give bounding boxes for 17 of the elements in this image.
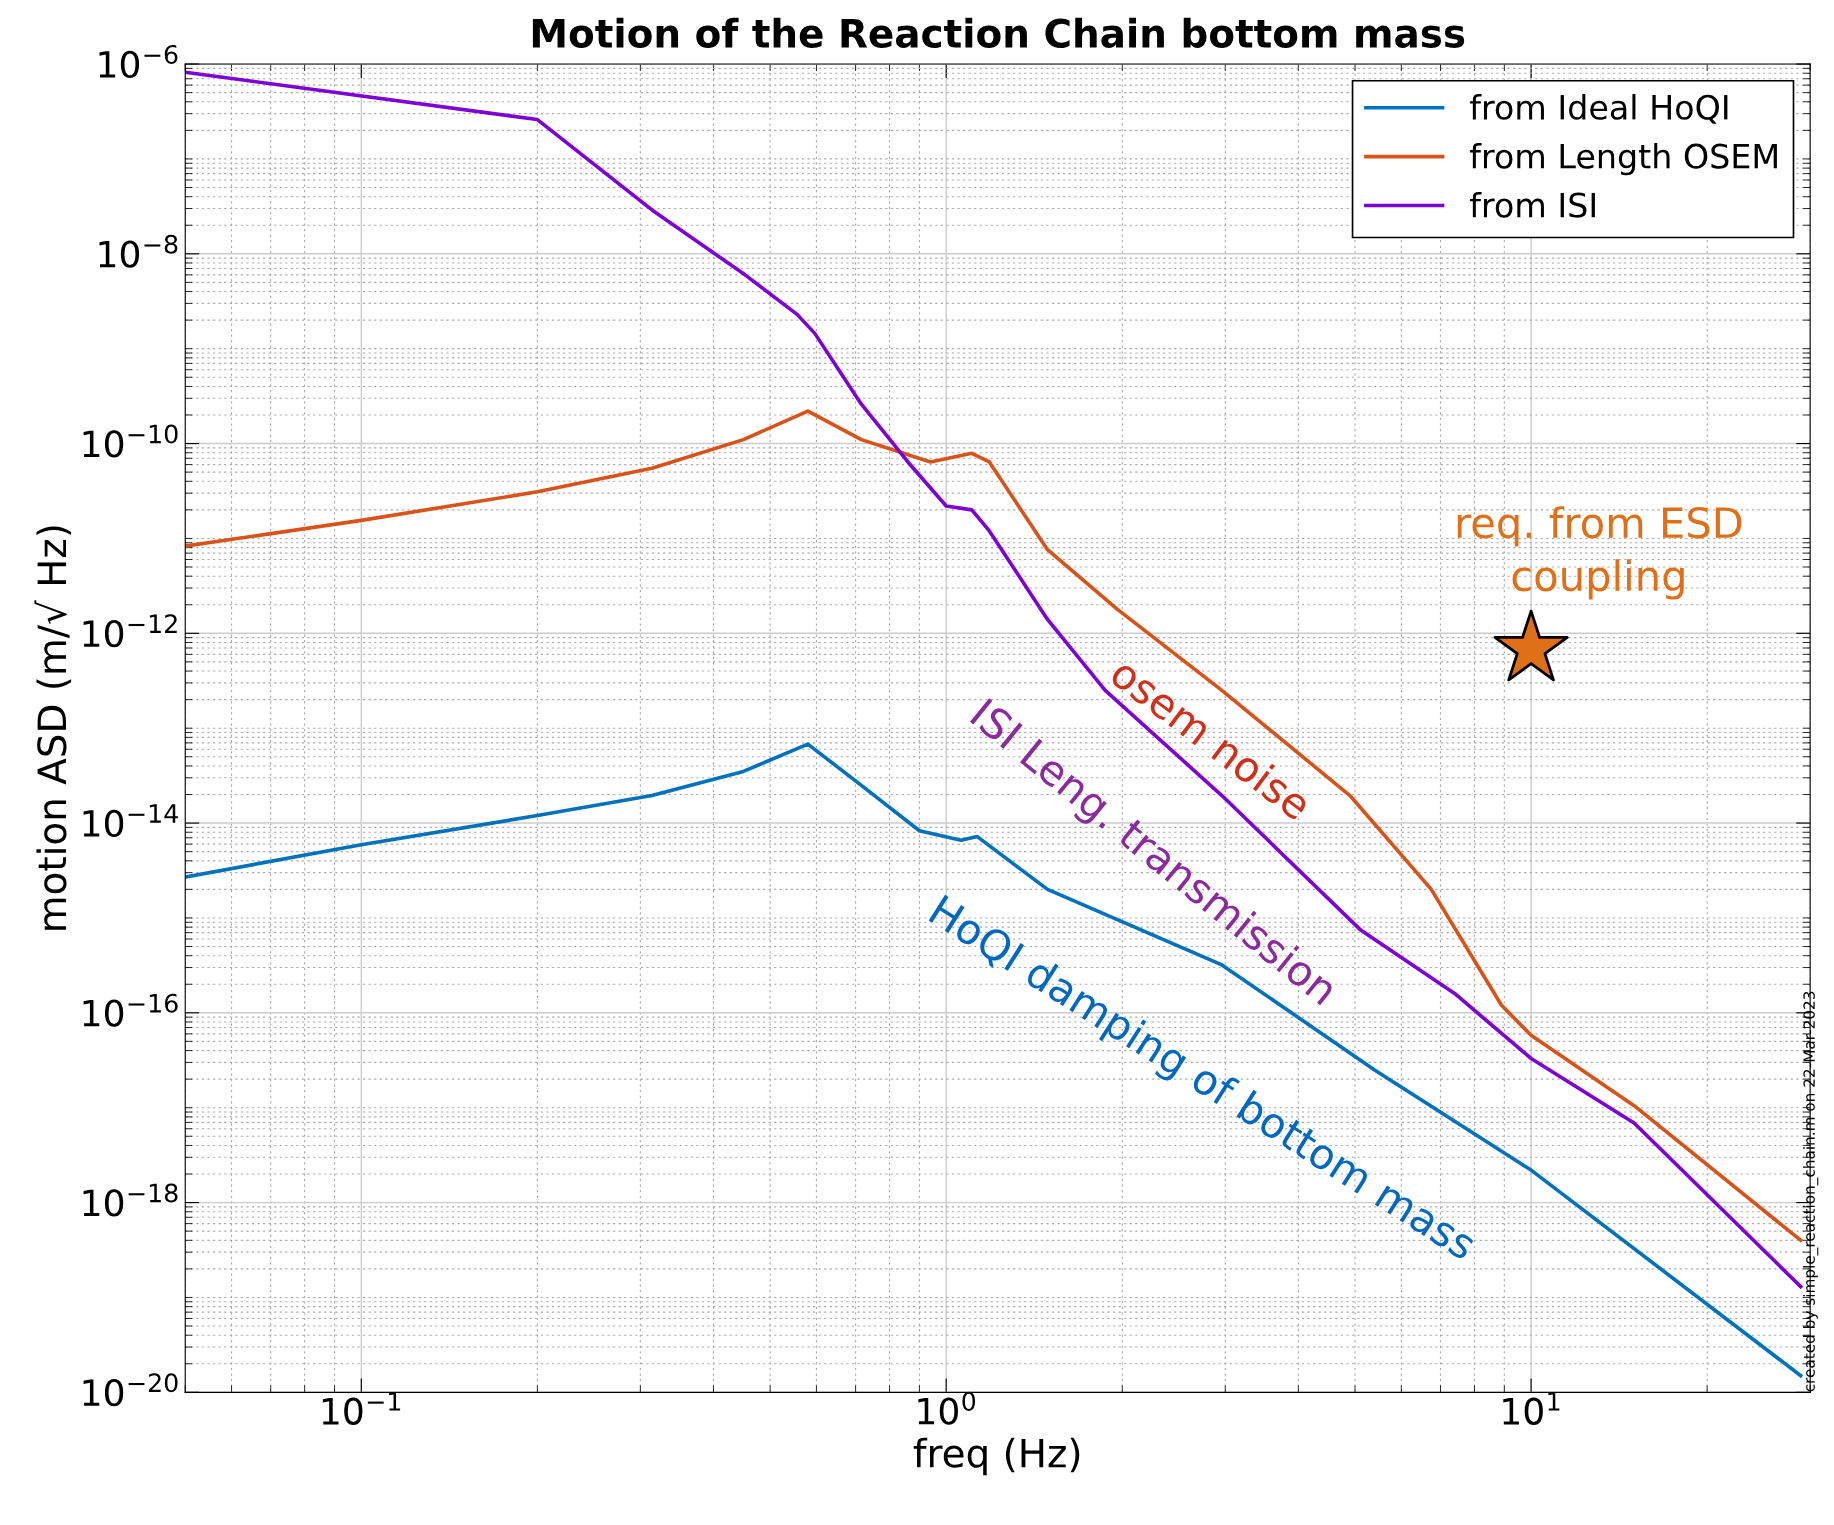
annotation: req. from ESD coupling [1457,506,1742,600]
y-tick-label: 10$^{−12}$ [83,614,177,648]
legend-label: from Ideal HoQI [1469,94,1728,124]
y-tick-label: 10$^{−10}$ [83,424,178,458]
chart-title: Motion of the Reaction Chain bottom mass [532,17,1465,48]
y-tick-label: 10$^{−20}$ [83,1373,178,1407]
y-tick-label: 10$^{−16}$ [83,993,178,1027]
legend-label: from ISI [1469,191,1595,218]
y-tick-label: 10$^{−18}$ [83,1183,178,1217]
legend-label: from Length OSEM [1469,142,1777,176]
y-tick-label: 10$^{−6}$ [99,44,178,79]
annotation: created by simple_reaction_chain.m on 22-Mar-2023 [1803,991,1819,1392]
y-tick-label: 10$^{−8}$ [99,234,178,268]
y-axis-title: motion ASD (m/√ Hz) [34,526,72,930]
x-tick-label: 10$^{−1}$ [322,1392,401,1425]
x-axis-title: freq (Hz) [913,1437,1080,1476]
y-tick-label: 10$^{−14}$ [83,804,178,838]
